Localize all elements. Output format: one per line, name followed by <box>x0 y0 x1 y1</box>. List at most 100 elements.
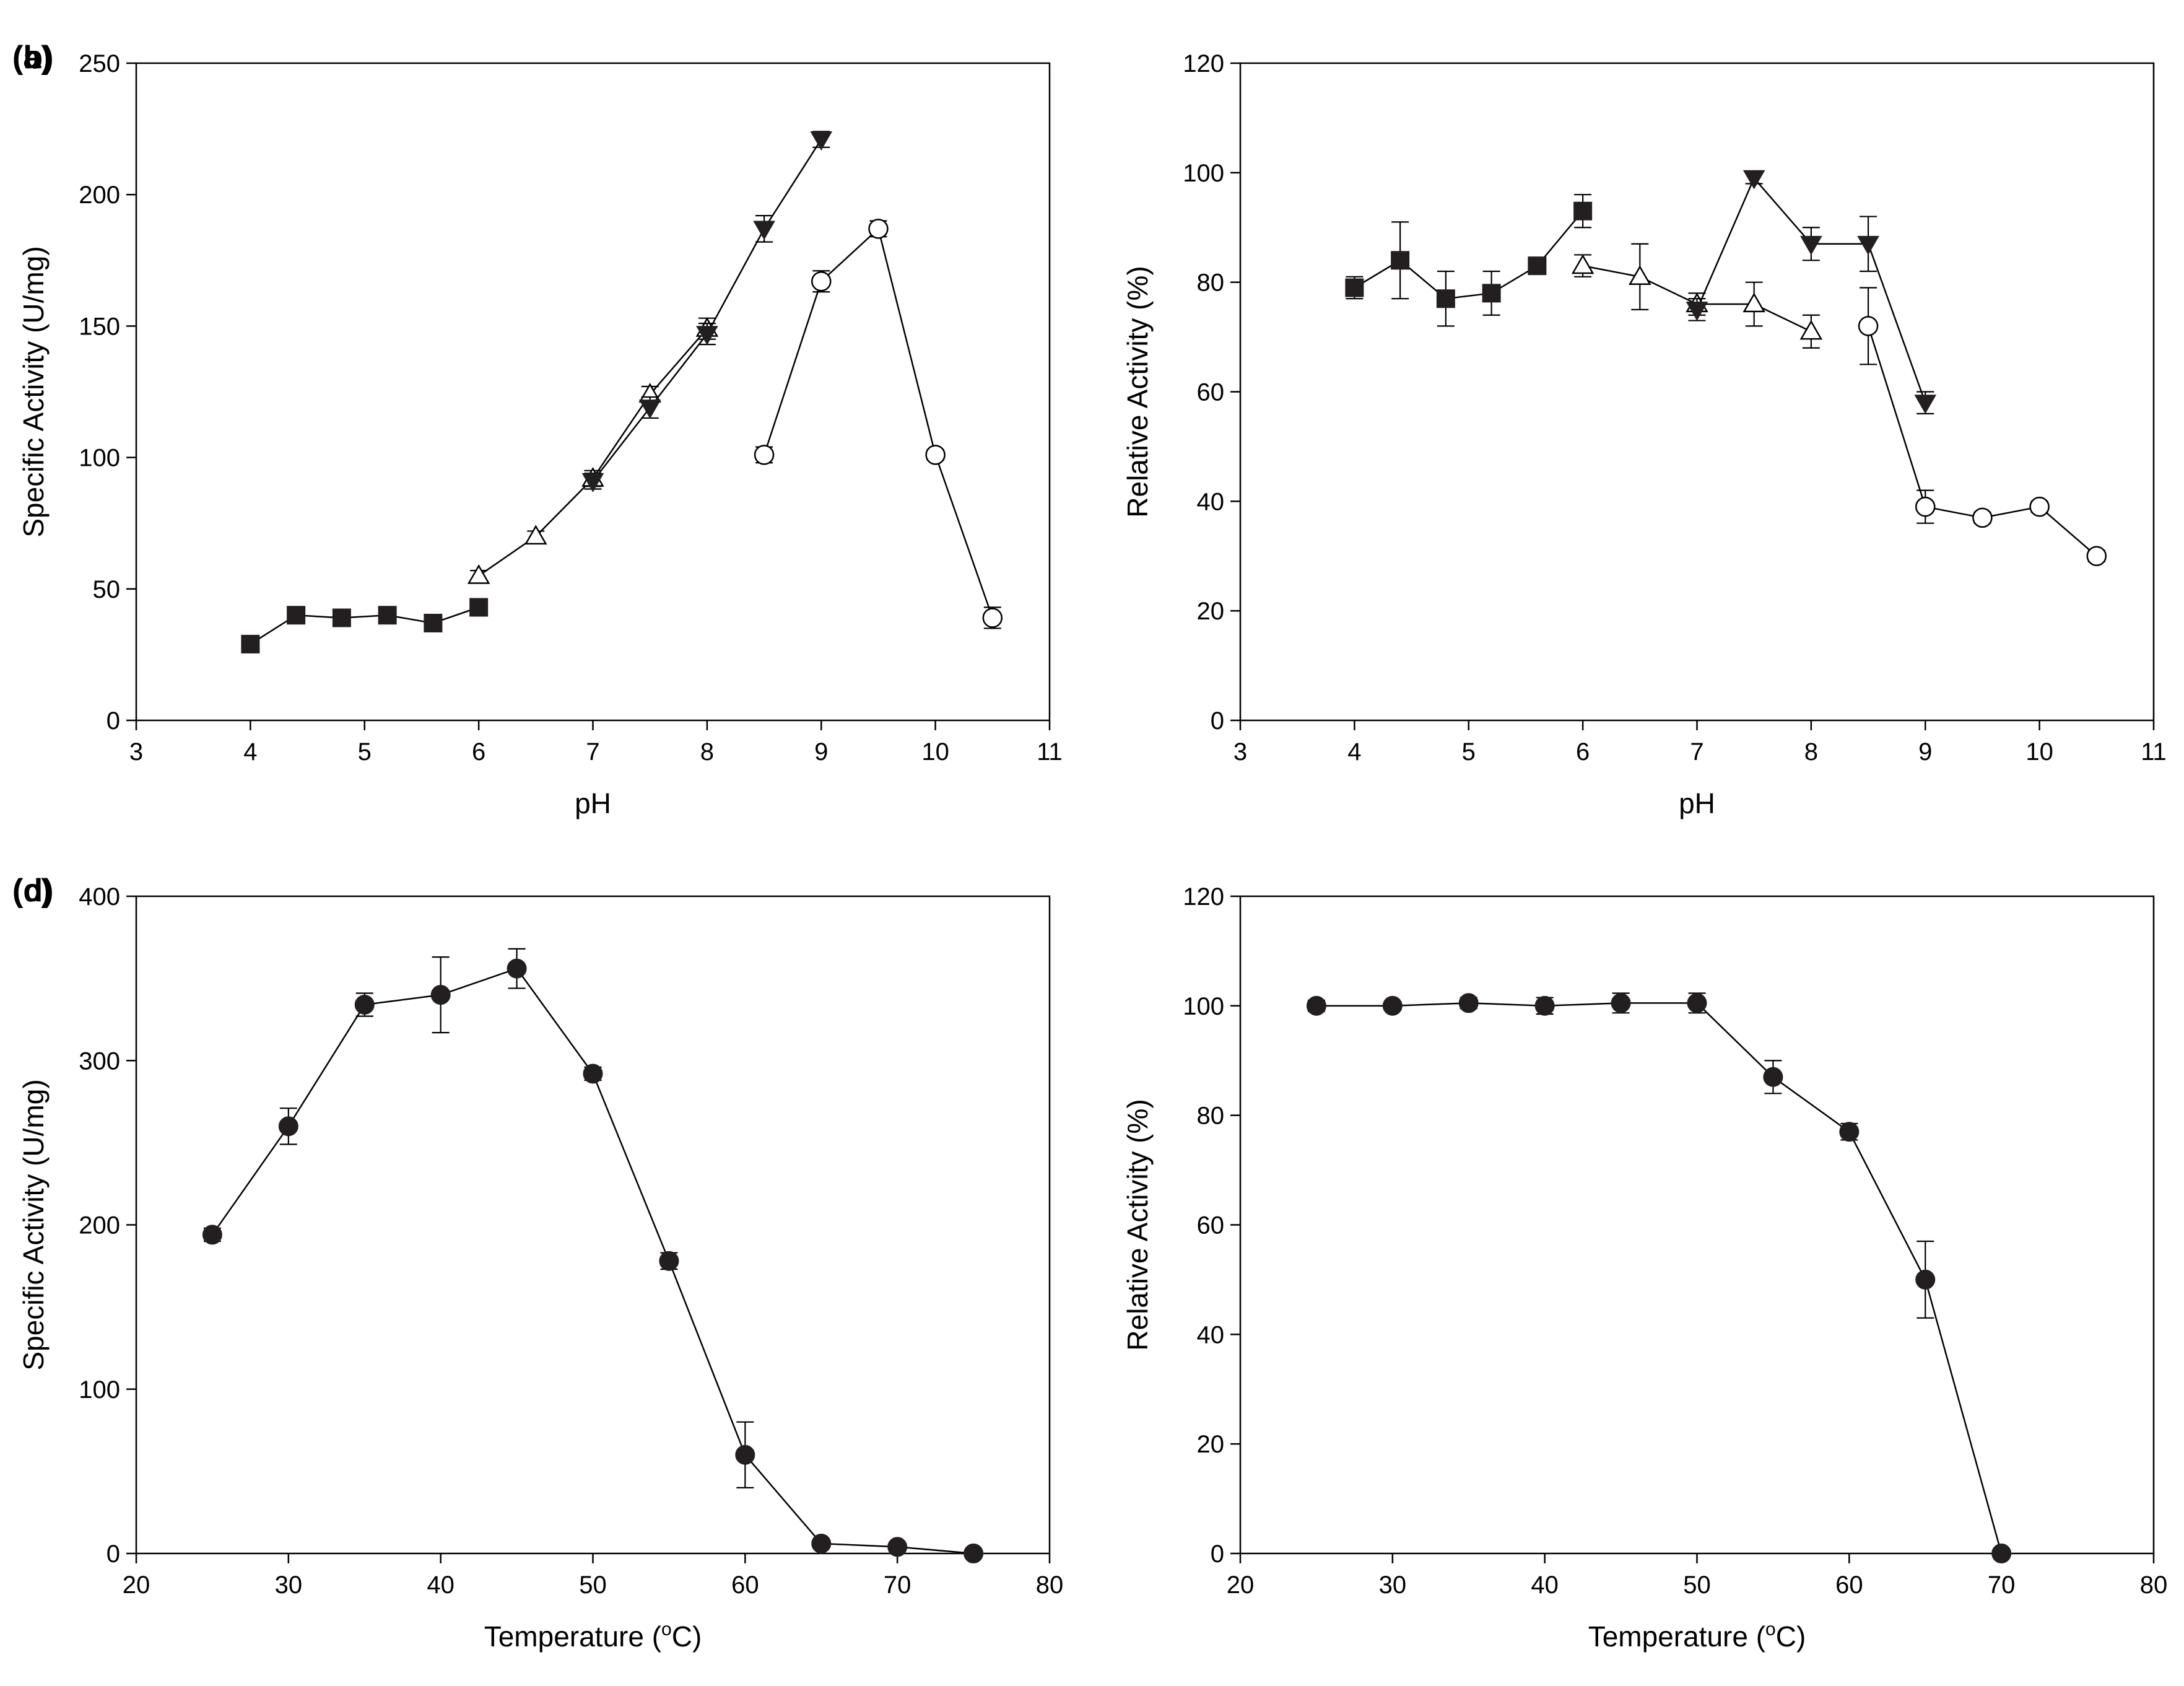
x-tick-label: 11 <box>2141 738 2167 766</box>
panel-label: (d) <box>12 873 53 909</box>
x-tick-label: 80 <box>1036 1571 1064 1599</box>
x-axis-label: pH <box>575 787 611 819</box>
y-tick-label: 100 <box>1183 993 1224 1020</box>
data-point <box>2086 546 2107 566</box>
x-tick-label: 80 <box>2140 1571 2168 1599</box>
data-point <box>1799 320 1823 340</box>
x-axis-label-unit: C) <box>1776 1620 1806 1653</box>
data-point <box>754 445 775 465</box>
x-tick-label: 70 <box>884 1571 911 1599</box>
y-tick-label: 40 <box>1197 1321 1225 1348</box>
x-tick-label: 5 <box>358 738 372 766</box>
y-axis-label: Relative Activity (%) <box>1121 1099 1154 1350</box>
data-point <box>241 634 260 653</box>
series-circle-open <box>1858 287 2107 566</box>
x-tick-label: 6 <box>472 738 485 766</box>
x-tick-label: 8 <box>1804 738 1818 766</box>
x-axis-label-degree: o <box>661 1619 672 1640</box>
data-point <box>1382 995 1403 1016</box>
data-point <box>1528 256 1547 276</box>
y-tick-label: 200 <box>79 1212 120 1239</box>
y-tick-label: 80 <box>1197 1103 1225 1130</box>
data-point <box>524 525 547 545</box>
x-tick-label: 5 <box>1462 738 1476 766</box>
series-triangle-open <box>1571 243 1823 349</box>
series-square-filled <box>241 598 489 653</box>
x-tick-label: 10 <box>921 738 949 766</box>
x-tick-label: 4 <box>1347 738 1361 766</box>
y-tick-label: 20 <box>1197 1431 1225 1458</box>
y-axis-label: Specific Activity (U/mg) <box>17 1079 50 1370</box>
x-tick-label: 3 <box>1233 738 1247 766</box>
y-tick-label: 50 <box>93 576 121 603</box>
data-point <box>810 131 833 151</box>
data-point <box>811 1534 832 1554</box>
x-tick-label: 60 <box>731 1571 759 1599</box>
x-tick-label: 7 <box>1690 738 1703 766</box>
data-point <box>583 1064 603 1084</box>
data-point <box>1573 201 1593 221</box>
data-point <box>1534 995 1555 1016</box>
data-point <box>1915 496 1936 517</box>
data-point <box>1914 395 1937 414</box>
series-triangle-down-filled <box>1686 170 1937 414</box>
series-triangle-down-filled <box>581 131 833 492</box>
data-point <box>287 606 306 625</box>
y-axis-label: Relative Activity (%) <box>1121 266 1154 517</box>
x-tick-label: 40 <box>427 1571 455 1599</box>
y-tick-label: 60 <box>1197 379 1225 406</box>
series-line <box>1354 210 1584 300</box>
data-point <box>887 1537 908 1557</box>
y-tick-label: 100 <box>79 445 120 472</box>
data-point <box>1991 1544 2012 1563</box>
x-tick-label: 3 <box>129 738 143 766</box>
x-axis-label: Temperature (oC) <box>1588 1619 1806 1653</box>
data-point <box>1391 251 1410 270</box>
data-point <box>430 985 451 1005</box>
x-tick-label: 9 <box>1918 738 1932 766</box>
data-point <box>1858 316 1879 336</box>
x-tick-label: 4 <box>243 738 257 766</box>
data-point <box>354 995 375 1015</box>
y-tick-label: 150 <box>79 313 120 340</box>
data-point <box>581 473 604 492</box>
plot-frame <box>1239 62 2155 722</box>
data-point <box>1458 993 1479 1013</box>
x-tick-label: 20 <box>1227 1571 1255 1599</box>
x-tick-label: 10 <box>2025 738 2053 766</box>
data-point <box>868 219 889 239</box>
series-line <box>478 328 708 577</box>
chart-panel-a: (a) 3 4 5 6 7 8 9 10 11 0 50 100 150 200 250 pH Specific … <box>12 40 1063 819</box>
x-axis-label-degree: o <box>1765 1619 1776 1640</box>
data-point <box>696 326 718 346</box>
y-tick-label: 120 <box>1183 883 1224 911</box>
data-point <box>1611 993 1631 1013</box>
x-tick-label: 50 <box>579 1571 607 1599</box>
data-point <box>424 613 443 632</box>
data-point <box>1800 235 1822 255</box>
y-tick-label: 100 <box>79 1376 120 1404</box>
y-tick-label: 120 <box>1183 50 1224 77</box>
chart-panel-c: (c) 20 30 40 50 60 70 80 0 100 200 300 400 Temperatur… <box>12 873 1063 1653</box>
x-tick-label: 30 <box>275 1571 303 1599</box>
y-tick-label: 20 <box>1197 598 1225 625</box>
series-line <box>592 139 822 482</box>
y-tick-label: 40 <box>1197 488 1225 515</box>
x-axis-label-text: pH <box>575 787 611 819</box>
plot-frame <box>135 62 1051 722</box>
chart-panel-b: (b)3 4 5 6 7 8 9 10 11020406080100120pHRelative … <box>12 40 2167 819</box>
data-point <box>332 608 351 627</box>
x-axis-label-unit: C) <box>672 1620 702 1653</box>
x-tick-label: 40 <box>1531 1571 1559 1599</box>
data-point <box>1345 278 1364 297</box>
series-line <box>250 606 479 645</box>
data-point <box>1306 995 1326 1016</box>
data-point <box>1482 284 1501 303</box>
data-point <box>469 598 489 617</box>
data-point <box>735 1444 755 1465</box>
data-point <box>1857 235 1879 255</box>
data-point <box>1686 301 1708 321</box>
y-tick-label: 0 <box>1211 1540 1224 1568</box>
x-tick-label: 30 <box>1379 1571 1407 1599</box>
